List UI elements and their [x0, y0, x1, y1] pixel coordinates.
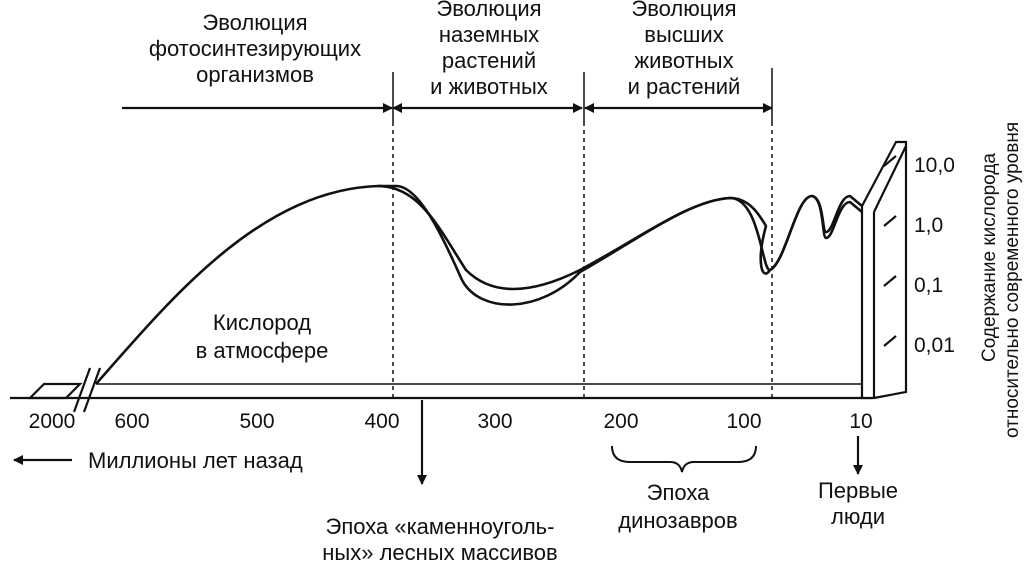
coal-era-line-1: Эпоха «каменноуголь-	[326, 514, 555, 539]
x-tick-2000: 2000	[29, 410, 76, 433]
x-tick-300: 300	[477, 410, 512, 433]
era-3-line-4: и растений	[628, 74, 741, 99]
era-2-line-2: наземных	[439, 22, 539, 47]
era-2-line-4: и животных	[430, 74, 548, 99]
curve-label-line-1: Кислород	[213, 310, 311, 335]
axis-break-2	[82, 367, 102, 413]
y-axis-ticks: 10,0 1,0 0,1 0,01	[914, 154, 955, 357]
y-axis-label-line-2: относительно современного уровня	[1002, 122, 1023, 438]
dinosaur-era-line-2: динозавров	[618, 508, 737, 533]
humans-line-2: люди	[831, 504, 885, 529]
era-labels: Эволюция фотосинтезирующих организмов Эв…	[149, 0, 740, 99]
era-1-line-3: организмов	[196, 62, 314, 87]
scale-tick-10	[883, 155, 897, 167]
era-3-line-2: высших	[644, 22, 723, 47]
era-1-line-1: Эволюция	[202, 10, 307, 35]
slab-left-segment	[27, 382, 83, 400]
oxygen-curve-lower	[378, 184, 863, 306]
oxygen-scale-panel	[860, 140, 908, 400]
y-tick-10: 10,0	[914, 154, 955, 177]
x-tick-10: 10	[849, 410, 872, 433]
era-2-line-1: Эволюция	[436, 0, 541, 21]
x-tick-200: 200	[603, 410, 638, 433]
era-1-line-2: фотосинтезирующих	[149, 36, 361, 61]
y-axis-label-line-1: Содержание кислорода	[979, 153, 1000, 362]
scale-panel-side	[860, 140, 908, 400]
era-3-line-1: Эволюция	[631, 0, 736, 21]
x-axis-label: Миллионы лет назад	[88, 448, 303, 473]
scale-tick-1	[883, 215, 897, 227]
humans-line-1: Первые	[818, 478, 898, 503]
coal-era-line-2: ных» лесных массивов	[322, 540, 557, 565]
scale-tick-01	[883, 275, 897, 287]
dinosaur-era-line-1: Эпоха	[647, 480, 710, 505]
era-boundaries	[392, 68, 773, 398]
x-tick-500: 500	[239, 410, 274, 433]
time-axis-slab	[10, 367, 872, 413]
x-tick-600: 600	[114, 410, 149, 433]
era-3-line-3: животных	[634, 48, 733, 73]
curve-label-line-2: в атмосфере	[196, 338, 329, 363]
x-tick-100: 100	[726, 410, 761, 433]
x-axis-ticks: 2000 600 500 400 300 200 100 10	[29, 410, 873, 433]
scale-panel-edge-2	[873, 145, 907, 213]
y-tick-1: 1,0	[914, 214, 943, 237]
scale-tick-001	[883, 335, 897, 347]
era-2-line-3: растений	[442, 48, 536, 73]
x-tick-400: 400	[364, 410, 399, 433]
dinosaur-brace	[611, 445, 757, 473]
y-tick-01: 0,1	[914, 274, 943, 297]
y-tick-001: 0,01	[914, 334, 955, 357]
axis-break-1	[72, 367, 92, 413]
oxygen-curves	[95, 184, 863, 385]
